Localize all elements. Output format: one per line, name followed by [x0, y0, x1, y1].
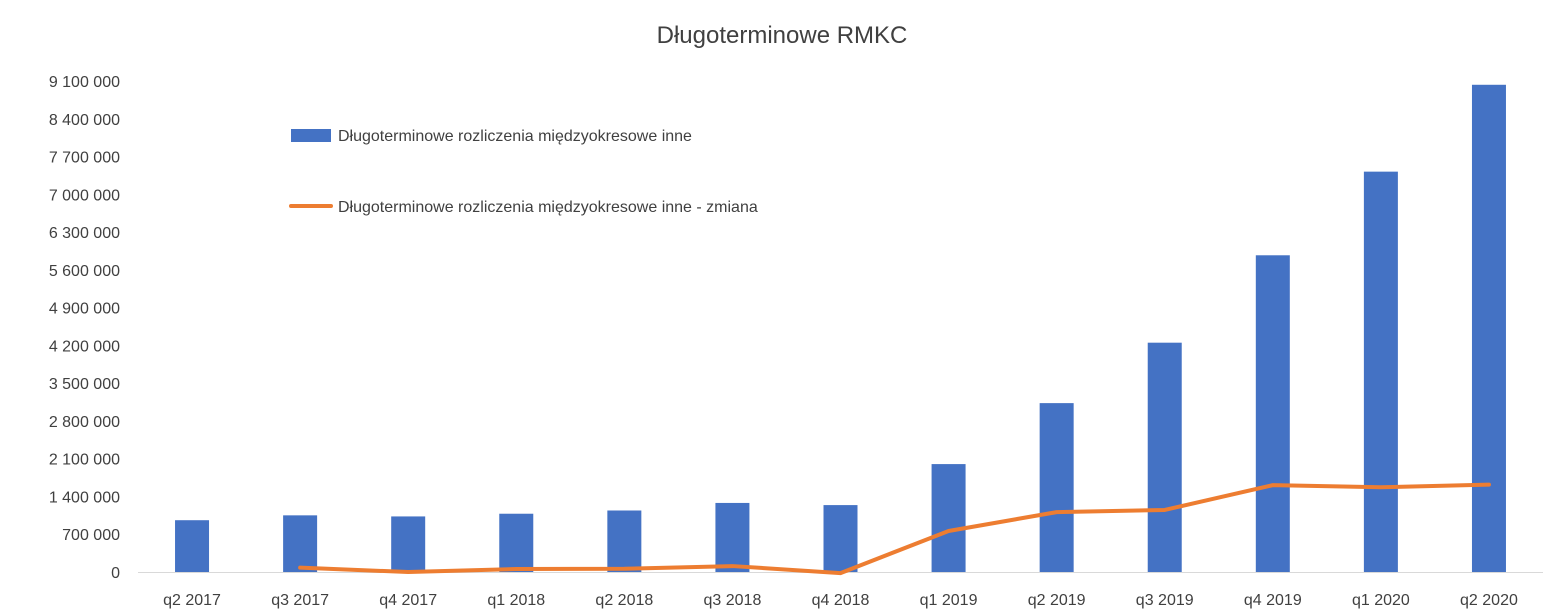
x-tick-label: q4 2018: [812, 592, 870, 609]
x-tick-label: q2 2020: [1460, 592, 1518, 609]
x-tick-label: q2 2019: [1028, 592, 1086, 609]
legend-label-line: Długoterminowe rozliczenia międzyokresow…: [338, 199, 758, 216]
y-tick-label: 7 000 000: [49, 187, 120, 204]
y-tick-label: 2 100 000: [49, 452, 120, 469]
y-tick-label: 8 400 000: [49, 112, 120, 129]
bar: [499, 513, 534, 572]
bar: [1255, 255, 1290, 572]
line-series-path: [298, 482, 1491, 576]
y-tick-label: 2 800 000: [49, 414, 120, 431]
x-tick-label: q3 2019: [1136, 592, 1194, 609]
chart-title: Długoterminowe RMKC: [657, 22, 908, 49]
y-tick-label: 1 400 000: [49, 489, 120, 506]
x-tick-label: q1 2019: [920, 592, 978, 609]
bar: [715, 502, 750, 572]
x-axis: q2 2017 q3 2017 q4 2017 q1 2018 q2 2018 q3 20…: [163, 592, 1518, 609]
x-tick-label: q2 2018: [595, 592, 653, 609]
y-tick-label: 5 600 000: [49, 263, 120, 280]
x-tick-label: q4 2017: [379, 592, 437, 609]
bar: [1471, 84, 1506, 573]
y-tick-label: 7 700 000: [49, 150, 120, 167]
y-tick-label: 4 200 000: [49, 338, 120, 355]
bar: [175, 520, 210, 572]
x-tick-label: q1 2020: [1352, 592, 1410, 609]
bar: [607, 510, 642, 572]
x-tick-label: q4 2019: [1244, 592, 1302, 609]
bar-series: [175, 84, 1506, 573]
bar: [1039, 403, 1074, 572]
y-axis: 0 700 000 1 400 000 2 100 000 2 800 000 3 500…: [49, 74, 120, 582]
bar: [931, 464, 966, 572]
x-tick-label: q1 2018: [487, 592, 545, 609]
legend: Długoterminowe rozliczenia międzyokresow…: [289, 128, 758, 216]
legend-swatch-bar: [291, 129, 331, 142]
y-tick-label: 4 900 000: [49, 301, 120, 318]
x-tick-label: q2 2017: [163, 592, 221, 609]
line-series: [298, 482, 1491, 576]
y-tick-label: 3 500 000: [49, 376, 120, 393]
bar: [1147, 342, 1182, 572]
x-tick-label: q3 2018: [704, 592, 762, 609]
bar: [283, 515, 318, 572]
x-tick-label: q3 2017: [271, 592, 329, 609]
bar: [823, 505, 858, 572]
bar: [1363, 171, 1398, 572]
y-tick-label: 9 100 000: [49, 74, 120, 91]
y-tick-label: 700 000: [62, 527, 120, 544]
bar: [391, 516, 426, 572]
y-tick-label: 0: [111, 565, 120, 582]
legend-label-bar: Długoterminowe rozliczenia międzyokresow…: [338, 128, 692, 145]
y-tick-label: 6 300 000: [49, 225, 120, 242]
